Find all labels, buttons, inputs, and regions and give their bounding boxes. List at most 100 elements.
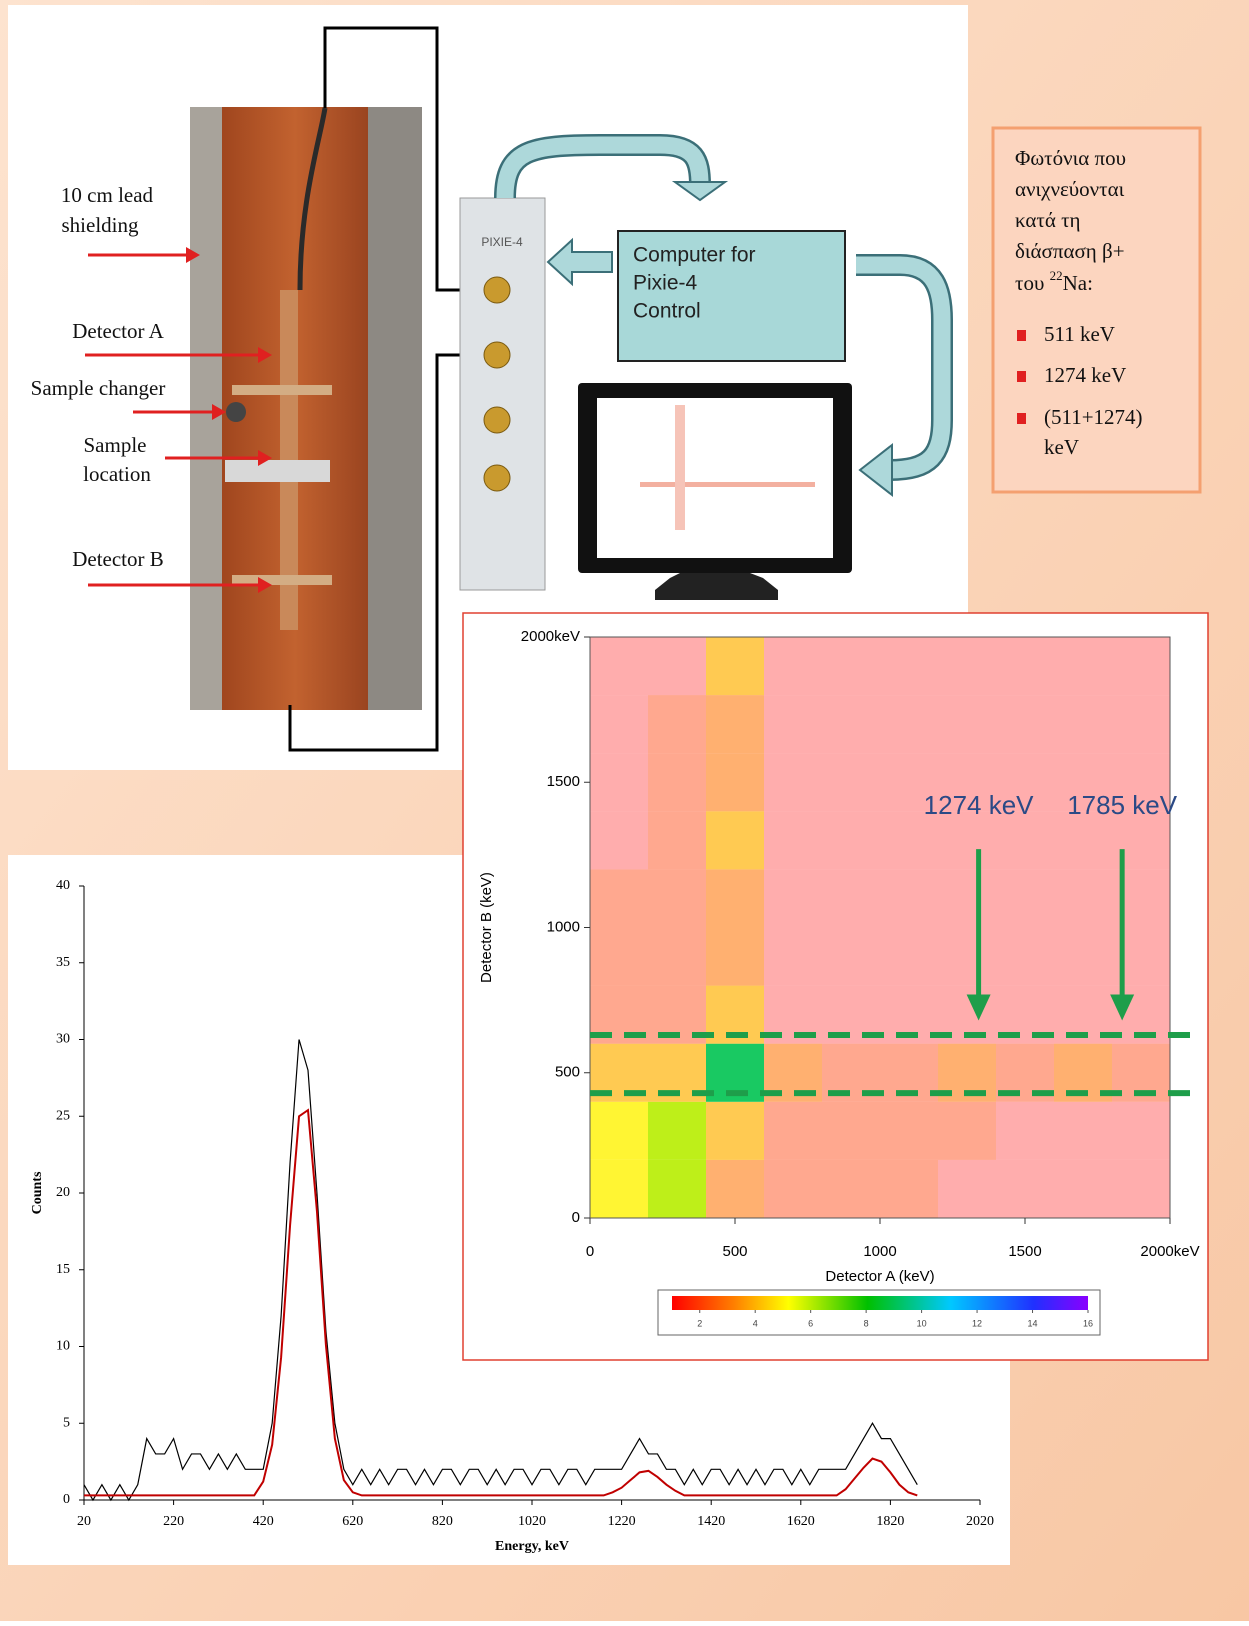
x-tick-label: 1020 bbox=[518, 1514, 546, 1529]
heat-cell bbox=[880, 637, 938, 696]
heat-cell bbox=[706, 753, 764, 812]
setup-labels: 10 cm lead shielding Detector A Sample c… bbox=[31, 183, 166, 571]
heat-cell bbox=[1054, 927, 1112, 986]
bracket bbox=[232, 385, 332, 395]
heat-cell bbox=[938, 927, 996, 986]
colorbar-tick-label: 10 bbox=[917, 1318, 927, 1328]
heat-cell bbox=[938, 695, 996, 754]
colorbar-tick-label: 6 bbox=[808, 1318, 813, 1328]
computer-line: Control bbox=[633, 300, 701, 323]
pixie-module bbox=[459, 197, 546, 591]
y-tick-label: 40 bbox=[56, 878, 70, 893]
heat-cell bbox=[764, 637, 822, 696]
x-tick-label: 220 bbox=[163, 1514, 184, 1529]
y-tick-label: 25 bbox=[56, 1108, 70, 1123]
y-tick-label: 0 bbox=[572, 1209, 580, 1226]
series-line bbox=[83, 1039, 918, 1502]
flow-arrow bbox=[496, 136, 709, 199]
x-tick-label: 1220 bbox=[608, 1514, 636, 1529]
heat-cell bbox=[996, 1101, 1054, 1160]
heat-cell bbox=[880, 927, 938, 986]
y-tick-label: 1000 bbox=[547, 918, 580, 935]
heat-cell bbox=[1112, 1159, 1170, 1218]
heat-cell bbox=[1054, 637, 1112, 696]
heat-cell bbox=[590, 869, 648, 928]
red-arrow-heads bbox=[186, 247, 272, 593]
y-tick-label: 500 bbox=[555, 1064, 580, 1081]
heat-cell bbox=[996, 637, 1054, 696]
heat-cell bbox=[590, 1159, 648, 1218]
colorbar-tick-label: 2 bbox=[697, 1318, 702, 1328]
bullet-item: (511+1274) bbox=[1044, 405, 1143, 429]
heat-cell bbox=[648, 811, 706, 870]
flow-arrow-head bbox=[671, 181, 729, 202]
heat-cell bbox=[764, 927, 822, 986]
module-label: PIXIE-4 bbox=[481, 235, 523, 249]
y-tick-label: 1500 bbox=[547, 773, 580, 790]
screen-band bbox=[640, 482, 815, 487]
flow-arrow-head bbox=[858, 442, 893, 498]
connectors bbox=[483, 276, 511, 492]
info-text-part: Na: bbox=[1063, 271, 1093, 295]
heat-cell bbox=[764, 753, 822, 812]
info-box-bg bbox=[991, 126, 1202, 494]
info-text: Φωτόνια που ανιχνεύονται κατά τη διάσπασ… bbox=[1015, 146, 1143, 459]
heat-cell bbox=[1054, 869, 1112, 928]
info-line: Φωτόνια που bbox=[1015, 146, 1126, 170]
bullet-item: 511 keV bbox=[1044, 322, 1115, 346]
heat-cell bbox=[1054, 1101, 1112, 1160]
bullet-item: keV bbox=[1044, 435, 1079, 459]
heat-cell bbox=[822, 1159, 880, 1218]
heat-cell bbox=[822, 811, 880, 870]
heat-cell bbox=[590, 753, 648, 812]
heat-cell bbox=[1112, 637, 1170, 696]
heat-cell bbox=[764, 695, 822, 754]
heat-cell bbox=[764, 811, 822, 870]
x-tick-label: 820 bbox=[432, 1514, 453, 1529]
heat-cell bbox=[764, 1101, 822, 1160]
colorbar-tick-label: 12 bbox=[972, 1318, 982, 1328]
annotation-arrow-head bbox=[1110, 994, 1135, 1021]
heat-cell bbox=[706, 927, 764, 986]
heat-cell bbox=[706, 1101, 764, 1160]
computer-line: Computer for bbox=[633, 244, 756, 267]
heat-cell bbox=[996, 1159, 1054, 1218]
series-line bbox=[84, 1108, 918, 1497]
heat-cell bbox=[880, 811, 938, 870]
x-tick-label: 420 bbox=[253, 1514, 274, 1529]
bullet bbox=[1017, 413, 1026, 424]
label: shielding bbox=[62, 213, 139, 237]
x-tick-label: 2020 bbox=[966, 1514, 994, 1529]
coincidence-chart: 0 500 1000 1500 2000keV 0 500 1000 1500 2000keV De… bbox=[478, 628, 1200, 1336]
y-tick-label: 35 bbox=[56, 955, 70, 970]
y-tick-label: 2000keV bbox=[521, 628, 580, 645]
sample-holder bbox=[225, 460, 330, 482]
y-axis-label: Counts bbox=[30, 1171, 45, 1214]
heat-cell bbox=[590, 1101, 648, 1160]
heat-cell bbox=[880, 1101, 938, 1160]
heat-cell bbox=[1112, 1101, 1170, 1160]
heat-cell bbox=[822, 695, 880, 754]
heat-cell bbox=[880, 1159, 938, 1218]
y-tick-label: 10 bbox=[56, 1339, 70, 1354]
y-tick-label: 30 bbox=[56, 1032, 70, 1047]
heat-cell bbox=[648, 1101, 706, 1160]
sample-changer bbox=[226, 402, 246, 422]
heat-cell bbox=[996, 869, 1054, 928]
heat-cell bbox=[1112, 753, 1170, 812]
heat-cell bbox=[590, 811, 648, 870]
colorbar-tick-label: 8 bbox=[864, 1318, 869, 1328]
annotation: 1785 keV bbox=[1067, 790, 1178, 820]
heat-cell bbox=[648, 637, 706, 696]
heat-cell bbox=[938, 869, 996, 928]
heat-cell bbox=[706, 637, 764, 696]
y-tick-label: 20 bbox=[56, 1185, 70, 1200]
setup-panel: 10 cm lead shielding Detector A Sample c… bbox=[8, 5, 968, 770]
y-tick-label: 0 bbox=[63, 1492, 70, 1507]
computer-text: Computer for Pixie-4 Control bbox=[633, 244, 756, 323]
info-text-part: του bbox=[1015, 271, 1044, 295]
label: 10 cm lead bbox=[61, 183, 154, 207]
heat-cell bbox=[822, 927, 880, 986]
heat-cell bbox=[590, 695, 648, 754]
